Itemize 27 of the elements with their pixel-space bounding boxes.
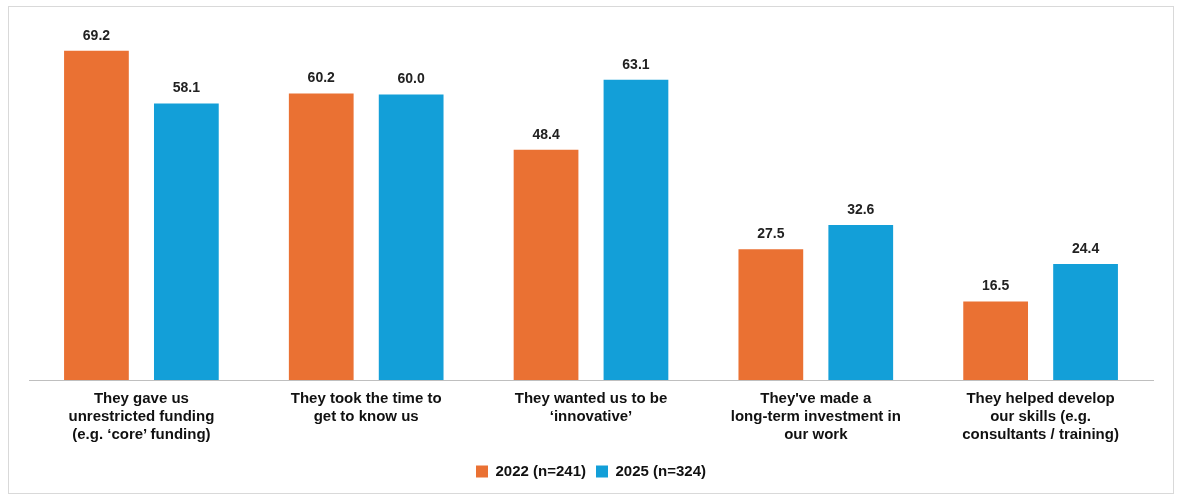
bar	[64, 50, 129, 380]
legend-label: 2025 (n=324)	[615, 461, 706, 479]
bar	[1053, 263, 1118, 380]
data-label: 58.1	[172, 79, 201, 96]
x-tick-label: They gave us unrestricted funding (e.g. ‘core’ funding)	[68, 389, 215, 443]
data-label: 60.0	[397, 70, 425, 87]
data-label: 60.2	[307, 69, 336, 86]
data-label: 24.4	[1071, 239, 1100, 256]
bar	[963, 301, 1029, 380]
bar	[738, 249, 804, 380]
bar	[153, 103, 219, 380]
x-tick-label: They took the time to get to know us	[290, 389, 442, 425]
bar	[603, 79, 669, 380]
data-label: 48.4	[532, 125, 560, 142]
legend-label: 2022 (n=241)	[495, 461, 587, 479]
bar	[378, 94, 444, 380]
data-label: 63.1	[622, 55, 650, 72]
data-label: 69.2	[82, 26, 111, 43]
x-tick-label: They've made a long-term investment in our work	[730, 389, 901, 443]
x-tick-label: They helped develop our skills (e.g. consultants / training)	[962, 389, 1119, 443]
data-label: 16.5	[982, 277, 1010, 294]
x-tick-label: They wanted us to be ‘innovative’	[514, 389, 668, 425]
data-label: 32.6	[847, 200, 875, 217]
bar	[513, 149, 579, 380]
data-label: 27.5	[757, 225, 785, 242]
bar	[828, 224, 894, 380]
bar	[288, 93, 354, 380]
